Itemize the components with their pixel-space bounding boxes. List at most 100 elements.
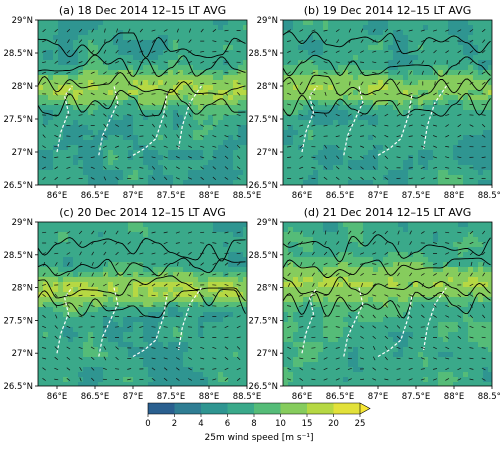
heat-cell	[73, 312, 79, 318]
heat-cell	[483, 45, 489, 51]
heat-cell	[213, 247, 219, 253]
heat-cell	[443, 150, 449, 156]
wind-vector	[360, 61, 365, 63]
heat-cell	[343, 135, 349, 141]
heat-cell	[128, 277, 134, 283]
heat-cell	[168, 145, 174, 151]
heat-cell	[123, 125, 129, 131]
heat-cell	[323, 140, 329, 146]
heat-cell	[63, 327, 69, 333]
heat-cell	[463, 125, 469, 131]
heat-cell	[48, 20, 54, 26]
wind-vector	[200, 305, 205, 307]
wind-vector	[236, 40, 241, 42]
wind-vector	[151, 50, 156, 53]
heat-cell	[178, 342, 184, 348]
wind-vector	[176, 28, 179, 33]
heat-cell	[428, 175, 434, 181]
heat-cell	[188, 115, 194, 121]
heat-cell	[218, 110, 224, 116]
heat-cell	[338, 100, 344, 106]
heat-cell	[58, 277, 64, 283]
heat-cell	[48, 55, 54, 61]
heat-cell	[163, 45, 169, 51]
heat-cell	[83, 372, 89, 378]
heat-cell	[373, 110, 379, 116]
wind-vector	[115, 93, 120, 95]
heat-cell	[88, 115, 94, 121]
wind-vector	[408, 103, 413, 106]
heat-cell	[123, 277, 129, 283]
heat-cell	[483, 85, 489, 91]
heat-cell	[73, 262, 79, 268]
heat-cell	[158, 145, 164, 151]
heat-cell	[363, 150, 369, 156]
heat-cell	[118, 120, 124, 126]
heat-cell	[183, 337, 189, 343]
heat-cell	[158, 267, 164, 273]
heat-cell	[293, 160, 299, 166]
wind-vector	[445, 70, 449, 75]
wind-vector	[175, 145, 180, 148]
heat-cell	[403, 130, 409, 136]
heat-cell	[133, 337, 139, 343]
heat-cell	[58, 367, 64, 373]
heat-cell	[388, 30, 394, 36]
heat-cell	[488, 170, 492, 176]
heat-cell	[168, 165, 174, 171]
wind-vector	[163, 252, 168, 255]
wind-vector	[360, 166, 364, 170]
heat-cell	[48, 367, 54, 373]
heat-cell	[363, 115, 369, 121]
heat-cell	[93, 297, 99, 303]
heat-cell	[388, 80, 394, 86]
heat-cell	[168, 272, 174, 278]
heat-cell	[318, 85, 324, 91]
heat-cell	[338, 50, 344, 56]
heat-cell	[73, 160, 79, 166]
heat-cell	[238, 40, 244, 46]
heat-cell	[168, 95, 174, 101]
heat-cell	[133, 75, 139, 81]
heat-cell	[63, 272, 69, 278]
terrain-contour	[38, 237, 246, 262]
heat-cell	[43, 170, 49, 176]
heat-cell	[168, 70, 174, 76]
heat-cell	[468, 40, 474, 46]
heat-cell	[238, 357, 244, 363]
heat-cell	[243, 135, 247, 141]
heat-cell	[218, 120, 224, 126]
heat-cell	[43, 110, 49, 116]
heat-cell	[178, 75, 184, 81]
heat-cell	[233, 35, 239, 41]
heat-cell	[118, 347, 124, 353]
heat-cell	[153, 352, 159, 358]
heat-cell	[208, 115, 214, 121]
heat-cell	[108, 175, 114, 181]
wind-vector	[432, 29, 438, 32]
wind-vector	[91, 377, 95, 382]
heat-cell	[443, 145, 449, 151]
heat-cell	[93, 232, 99, 238]
heat-cell	[98, 257, 104, 263]
heat-cell	[173, 277, 179, 283]
heat-cell	[163, 35, 169, 41]
wind-vector	[421, 50, 425, 54]
heat-cell	[143, 90, 149, 96]
heat-cell	[388, 120, 394, 126]
y-tick-label: 28.5°N	[248, 49, 278, 59]
heat-cell	[283, 25, 289, 31]
wind-vector	[90, 166, 95, 169]
heat-cell	[463, 175, 469, 181]
wind-vector	[335, 145, 340, 149]
heat-cell	[378, 25, 384, 31]
heat-cell	[53, 232, 59, 238]
heat-cell	[363, 95, 369, 101]
heat-cell	[38, 337, 44, 343]
heat-cell	[363, 85, 369, 91]
heat-cell	[48, 317, 54, 323]
heat-cell	[223, 45, 229, 51]
heat-cell	[88, 377, 94, 383]
heat-cell	[143, 40, 149, 46]
heat-cell	[413, 130, 419, 136]
